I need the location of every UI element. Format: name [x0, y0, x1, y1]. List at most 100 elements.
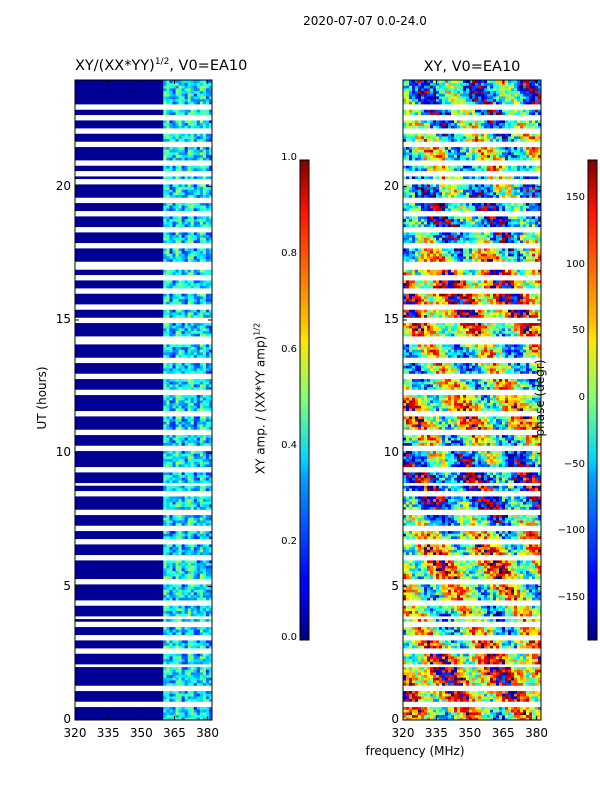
high-band-cell	[193, 565, 198, 569]
phase-cell	[451, 629, 455, 633]
phase-cell	[514, 661, 518, 665]
phase-cell	[418, 608, 422, 612]
high-band-cell	[190, 669, 195, 673]
high-band-cell	[178, 368, 182, 372]
phase-cell	[403, 594, 407, 598]
phase-cell	[523, 573, 527, 577]
high-band-cell	[202, 464, 207, 468]
high-band-cell	[202, 608, 207, 612]
high-band-cell	[196, 96, 201, 100]
phase-cell	[499, 589, 503, 593]
high-band-cell	[205, 186, 210, 190]
phase-cell	[487, 552, 491, 556]
high-band-cell	[181, 690, 185, 694]
high-band-cell	[196, 101, 201, 105]
high-band-cell	[166, 122, 170, 126]
phase-cell	[418, 640, 422, 644]
high-band-cell	[166, 424, 170, 428]
phase-cell	[529, 618, 533, 622]
phase-cell	[430, 680, 434, 684]
high-band-cell	[205, 296, 210, 300]
phase-cell	[481, 709, 485, 713]
phase-cell	[493, 658, 497, 662]
high-band-cell	[202, 362, 207, 366]
phase-cell	[445, 661, 449, 665]
high-band-cell	[163, 666, 167, 670]
phase-cell	[514, 680, 518, 684]
high-band-cell	[166, 570, 170, 574]
high-band-cell	[175, 712, 179, 716]
phase-cell	[457, 709, 461, 713]
low-band-cell	[75, 333, 164, 337]
phase-cell	[421, 586, 425, 590]
low-band-cell	[75, 709, 164, 713]
gap-row	[75, 413, 212, 417]
phase-cell	[424, 653, 428, 657]
phase-cell	[445, 576, 449, 580]
phase-cell	[442, 592, 446, 596]
low-band-cell	[75, 474, 164, 478]
phase-cell	[436, 656, 440, 660]
phase-cell	[532, 584, 536, 588]
high-band-cell	[193, 693, 198, 697]
high-band-cell	[202, 186, 207, 190]
high-band-cell	[196, 184, 201, 188]
high-band-cell	[172, 426, 176, 430]
phase-cell	[424, 565, 428, 569]
phase-cell	[427, 597, 431, 601]
phase-cell	[466, 706, 470, 710]
phase-cell	[463, 669, 467, 673]
phase-cell	[406, 562, 410, 566]
phase-cell	[421, 672, 425, 676]
phase-cell	[433, 608, 437, 612]
high-band-cell	[172, 133, 176, 137]
high-band-cell	[169, 418, 173, 422]
high-band-cell	[193, 138, 198, 142]
phase-cell	[496, 568, 500, 572]
high-band-cell	[199, 344, 204, 348]
high-band-cell	[187, 309, 192, 313]
high-band-cell	[208, 405, 213, 409]
high-band-cell	[190, 520, 195, 524]
high-band-cell	[199, 176, 204, 180]
phase-cell	[445, 565, 449, 569]
low-band-cell	[75, 192, 164, 196]
high-band-cell	[166, 282, 170, 286]
phase-cell	[502, 698, 506, 702]
high-band-cell	[181, 640, 185, 644]
phase-cell	[484, 629, 488, 633]
high-band-cell	[208, 661, 213, 665]
high-band-cell	[178, 544, 182, 548]
high-band-cell	[181, 426, 185, 430]
high-band-cell	[172, 488, 176, 492]
gap-row	[75, 290, 212, 294]
phase-cell	[487, 565, 491, 569]
high-band-cell	[199, 517, 204, 521]
high-band-cell	[202, 248, 207, 252]
high-band-cell	[205, 344, 210, 348]
phase-cell	[535, 640, 539, 644]
high-band-cell	[208, 272, 213, 276]
high-band-cell	[208, 453, 213, 457]
low-band-cell	[75, 520, 164, 524]
high-band-cell	[166, 352, 170, 356]
high-band-cell	[193, 405, 198, 409]
high-band-cell	[181, 362, 185, 366]
low-band-cell	[75, 312, 164, 316]
phase-cell	[445, 642, 449, 646]
phase-cell	[529, 696, 533, 700]
high-band-cell	[196, 328, 201, 332]
phase-cell	[469, 605, 473, 609]
high-band-cell	[169, 608, 173, 612]
high-band-cell	[190, 258, 195, 262]
high-band-cell	[193, 378, 198, 382]
high-band-cell	[202, 400, 207, 404]
high-band-cell	[202, 368, 207, 372]
phase-cell	[514, 610, 518, 614]
high-band-cell	[175, 362, 179, 366]
high-band-cell	[190, 80, 195, 84]
high-band-cell	[172, 632, 176, 636]
phase-cell	[487, 677, 491, 681]
low-band-cell	[75, 165, 164, 169]
high-band-cell	[208, 314, 213, 318]
